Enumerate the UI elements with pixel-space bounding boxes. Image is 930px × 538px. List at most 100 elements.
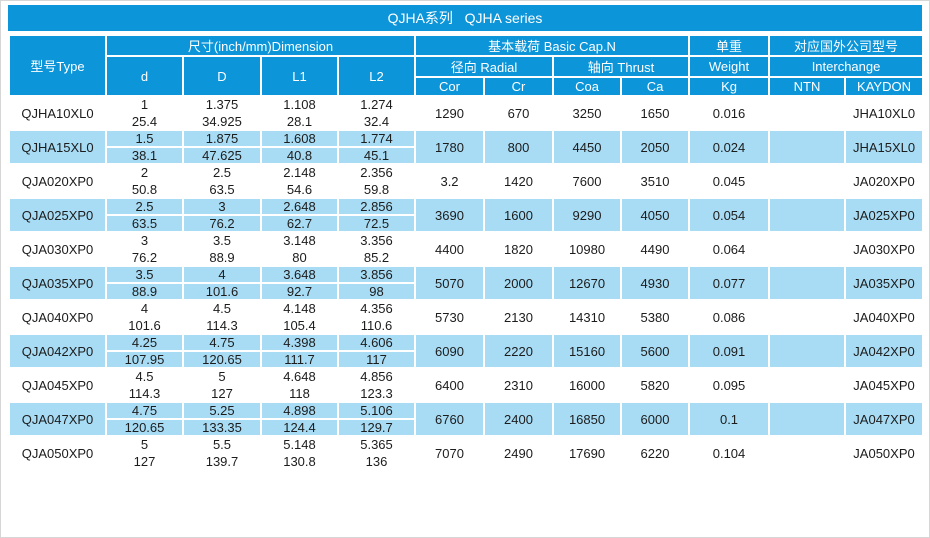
model-cell: QJHA10XL0 (8, 95, 107, 131)
table-row: QJA047XP0 4.75 5.25 4.898 5.106 6760 2400 16850… (8, 401, 925, 437)
kaydon-cell: JA020XP0 (844, 163, 925, 199)
ca-cell: 5600 (620, 333, 691, 369)
dim-mm-cell: 130.8 (260, 452, 339, 471)
weight-cell: 0.054 (688, 197, 771, 233)
dim-mm-cell: 32.4 (336, 112, 417, 131)
header-row-groups: 型号Type 尺寸(inch/mm)Dimension 基本载荷 Basic C… (8, 34, 925, 97)
dim-mm-cell: 117 (336, 350, 417, 369)
model-cell: QJA020XP0 (8, 163, 107, 199)
table-row: QJHA15XL0 1.5 1.875 1.608 1.774 1780 800 4450 20… (8, 129, 925, 165)
header-col-D: D (182, 55, 262, 97)
model-cell: QJA035XP0 (8, 265, 107, 301)
kaydon-cell: JA030XP0 (844, 231, 925, 267)
dim-inch-cell: 4 (182, 265, 262, 284)
header-dimension-group: 尺寸(inch/mm)Dimension (104, 34, 417, 57)
ntn-cell (768, 435, 847, 471)
dim-mm-cell: 38.1 (105, 146, 184, 165)
coa-cell: 4450 (552, 129, 623, 165)
table-row: 107.95 120.65 111.7 117 (9, 350, 923, 369)
weight-cell: 0.086 (688, 299, 771, 335)
dim-inch-cell: 4.25 (105, 333, 184, 352)
header-thrust-group: 轴向 Thrust (552, 55, 691, 78)
kaydon-cell: JA047XP0 (844, 401, 925, 437)
dim-inch-cell: 4.75 (105, 401, 184, 420)
weight-cell: 0.024 (688, 129, 771, 165)
ca-cell: 6220 (620, 435, 691, 471)
cor-cell: 5730 (414, 299, 486, 335)
table-row: QJA040XP0 4 4.5 4.148 4.356 5730 2130 14310 5380… (8, 299, 925, 335)
table-row: 120.65 133.35 124.4 129.7 (9, 418, 923, 437)
dim-mm-cell: 114.3 (182, 316, 262, 335)
dim-inch-cell: 4 (105, 299, 184, 318)
table-row: QJA042XP0 4.25 4.75 4.398 4.606 6090 2220 15160… (8, 333, 925, 369)
ntn-cell (768, 367, 847, 403)
cor-cell: 1290 (414, 95, 486, 131)
ca-cell: 2050 (620, 129, 691, 165)
cor-cell: 6760 (414, 401, 486, 437)
cr-cell: 2130 (483, 299, 555, 335)
ca-cell: 5380 (620, 299, 691, 335)
dim-mm-cell: 110.6 (336, 316, 417, 335)
table-row: 88.9 101.6 92.7 98 (9, 282, 923, 301)
dim-inch-cell: 2.856 (336, 197, 417, 216)
table-row: 25.4 34.925 28.1 32.4 (9, 112, 923, 131)
weight-cell: 0.104 (688, 435, 771, 471)
header-col-L1: L1 (260, 55, 339, 97)
ca-cell: 5820 (620, 367, 691, 403)
dim-inch-cell: 1.774 (336, 129, 417, 148)
dim-inch-cell: 4.606 (336, 333, 417, 352)
dim-mm-cell: 54.6 (260, 180, 339, 199)
dim-mm-cell: 118 (260, 384, 339, 403)
dim-inch-cell: 5 (105, 435, 184, 454)
dim-inch-cell: 3.5 (105, 265, 184, 284)
dim-mm-cell: 72.5 (336, 214, 417, 233)
table-row: QJA035XP0 3.5 4 3.648 3.856 5070 2000 12670 4930… (8, 265, 925, 301)
ca-cell: 4490 (620, 231, 691, 267)
header-radial-group: 径向 Radial (414, 55, 555, 78)
dim-inch-cell: 3.856 (336, 265, 417, 284)
dim-mm-cell: 80 (260, 248, 339, 267)
dim-mm-cell: 120.65 (182, 350, 262, 369)
kaydon-cell: JA040XP0 (844, 299, 925, 335)
dim-inch-cell: 5 (182, 367, 262, 386)
ca-cell: 1650 (620, 95, 691, 131)
ntn-cell (768, 401, 847, 437)
table-row: QJA030XP0 3 3.5 3.148 3.356 4400 1820 10980 4490… (8, 231, 925, 267)
ntn-cell (768, 333, 847, 369)
dim-mm-cell: 123.3 (336, 384, 417, 403)
ca-cell: 3510 (620, 163, 691, 199)
dim-mm-cell: 139.7 (182, 452, 262, 471)
cr-cell: 1420 (483, 163, 555, 199)
cor-cell: 6090 (414, 333, 486, 369)
table-row: 114.3 127 118 123.3 (9, 384, 923, 403)
table-row: 63.5 76.2 62.7 72.5 (9, 214, 923, 233)
dim-inch-cell: 4.856 (336, 367, 417, 386)
dim-mm-cell: 92.7 (260, 282, 339, 301)
header-col-ca: Ca (620, 76, 691, 97)
model-cell: QJA045XP0 (8, 367, 107, 403)
header-row-units: Cor Cr Coa Ca Kg NTN KAYDON (9, 76, 925, 97)
dim-mm-cell: 114.3 (105, 384, 184, 403)
header-col-d: d (105, 55, 184, 97)
coa-cell: 17690 (552, 435, 623, 471)
dim-inch-cell: 5.365 (336, 435, 417, 454)
dim-mm-cell: 107.95 (105, 350, 184, 369)
coa-cell: 7600 (552, 163, 623, 199)
kaydon-cell: JA035XP0 (844, 265, 925, 301)
weight-cell: 0.095 (688, 367, 771, 403)
cor-cell: 6400 (414, 367, 486, 403)
dim-mm-cell: 25.4 (105, 112, 184, 131)
header-row-subgroups: d D L1 L2 径向 Radial 轴向 Thrust Weight Int… (9, 55, 925, 97)
coa-cell: 12670 (552, 265, 623, 301)
table-row: 127 139.7 130.8 136 (9, 452, 923, 471)
dim-mm-cell: 45.1 (336, 146, 417, 165)
dim-mm-cell: 34.925 (182, 112, 262, 131)
ca-cell: 6000 (620, 401, 691, 437)
table-row: QJA045XP0 4.5 5 4.648 4.856 6400 2310 16000 5820… (8, 367, 925, 403)
dim-mm-cell: 40.8 (260, 146, 339, 165)
model-cell: QJA042XP0 (8, 333, 107, 369)
dim-inch-cell: 3.648 (260, 265, 339, 284)
table-row: QJHA10XL0 1 1.375 1.108 1.274 1290 670 3250 1650… (8, 95, 925, 131)
cr-cell: 670 (483, 95, 555, 131)
header-interchange-sub: Interchange (768, 55, 925, 78)
